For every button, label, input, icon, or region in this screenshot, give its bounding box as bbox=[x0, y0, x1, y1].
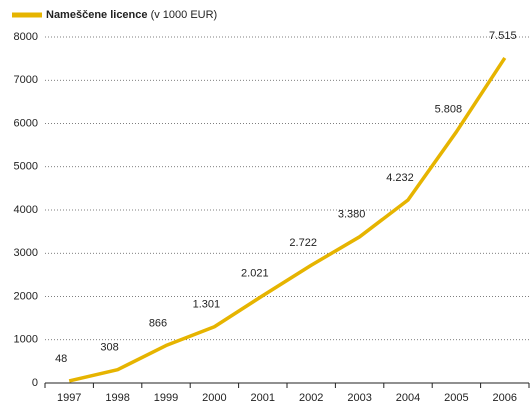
y-tick-label: 6000 bbox=[14, 117, 38, 129]
line bbox=[68, 57, 507, 383]
data-label: 1.301 bbox=[193, 299, 221, 311]
y-tick-label: 2000 bbox=[14, 290, 38, 302]
y-tick-label: 5000 bbox=[14, 161, 38, 173]
data-label: 4.232 bbox=[386, 172, 414, 184]
x-tick-label: 2005 bbox=[444, 392, 468, 404]
data-label: 308 bbox=[100, 342, 118, 354]
x-tick-label: 2004 bbox=[396, 392, 420, 404]
y-tick-label: 8000 bbox=[14, 31, 38, 43]
data-label: 866 bbox=[149, 317, 167, 329]
y-tick-label: 3000 bbox=[14, 247, 38, 259]
unit-note: (v 1000 EUR) bbox=[151, 9, 218, 21]
x-tick-label: 1999 bbox=[154, 392, 178, 404]
data-label: 2.021 bbox=[241, 267, 269, 279]
x-tick-label: 2001 bbox=[251, 392, 275, 404]
x-tick-label: 2000 bbox=[202, 392, 226, 404]
data-label: 7.515 bbox=[489, 30, 517, 42]
data-label: 2.722 bbox=[289, 237, 317, 249]
legend-label: Nameščene licence (v 1000 EUR) bbox=[46, 9, 217, 21]
data-label: 3.380 bbox=[338, 209, 366, 221]
y-tick-label: 1000 bbox=[14, 334, 38, 346]
y-tick-label: 0 bbox=[32, 377, 38, 389]
x-tick-label: 2002 bbox=[299, 392, 323, 404]
x-tick-label: 1998 bbox=[105, 392, 129, 404]
series-name: Nameščene licence bbox=[46, 9, 148, 21]
y-tick-label: 4000 bbox=[14, 204, 38, 216]
data-label: 48 bbox=[55, 353, 67, 365]
data-label: 5.808 bbox=[435, 104, 463, 116]
y-tick-label: 7000 bbox=[14, 74, 38, 86]
x-tick-label: 1997 bbox=[57, 392, 81, 404]
x-tick-label: 2006 bbox=[493, 392, 517, 404]
x-tick-label: 2003 bbox=[347, 392, 371, 404]
